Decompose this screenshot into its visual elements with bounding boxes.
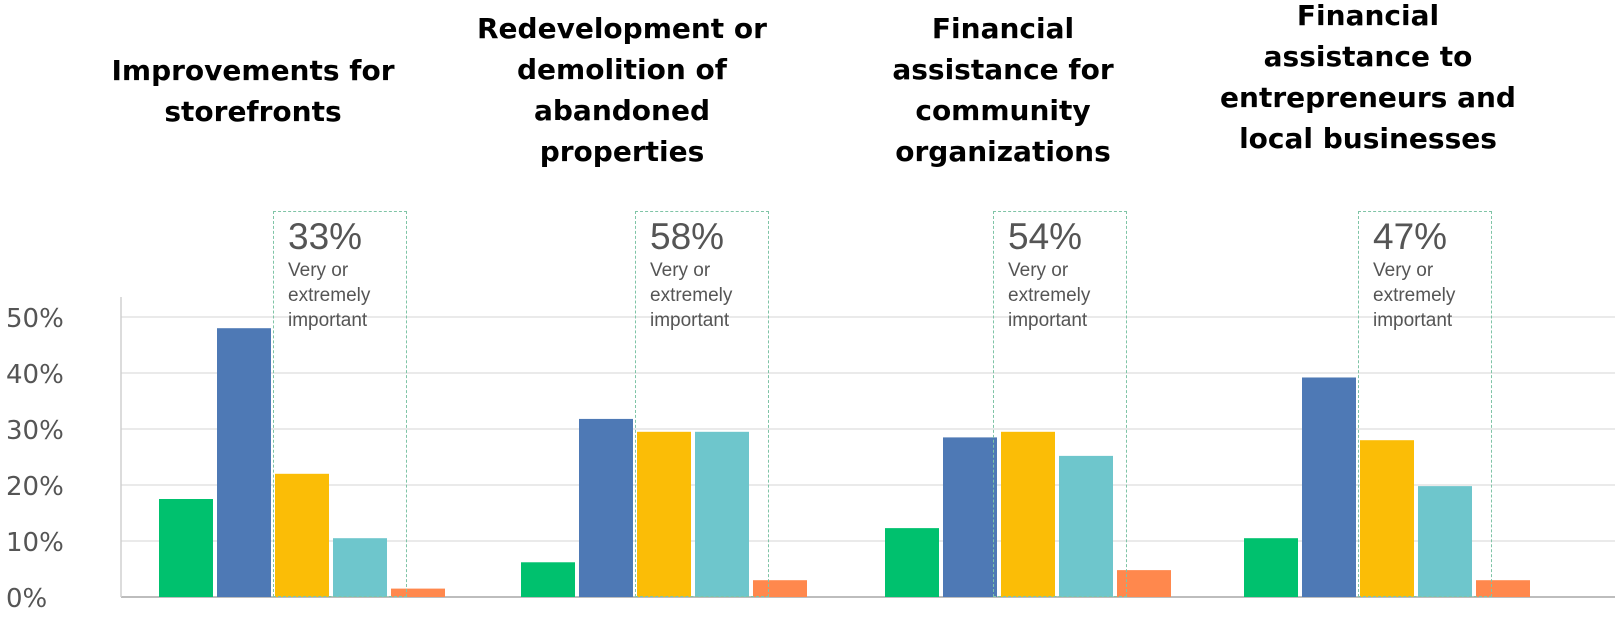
bar-group4-series5 bbox=[1476, 580, 1530, 597]
y-tick-label: 0% bbox=[6, 584, 47, 614]
bar-group3-series4 bbox=[1059, 455, 1113, 597]
y-tick-label: 40% bbox=[6, 360, 64, 390]
callout-box-entrepreneurs: 47% Very or extremely important bbox=[1358, 211, 1492, 597]
callout-percent: 47% bbox=[1373, 216, 1448, 257]
y-tick-label: 20% bbox=[6, 472, 64, 502]
bar-group1-series4 bbox=[333, 538, 387, 597]
callout-box-redevelopment: 58% Very or extremely important bbox=[635, 211, 769, 597]
callout-label: Very or extremely important bbox=[1008, 260, 1091, 331]
callout-label: Very or extremely important bbox=[650, 260, 733, 331]
group-title-redevelopment: Redevelopment or demolition of abandoned… bbox=[477, 12, 767, 168]
y-tick-label: 50% bbox=[6, 304, 64, 334]
callout-box-storefronts: 33% Very or extremely important bbox=[273, 211, 407, 597]
callout-box-community-organizations: 54% Very or extremely important bbox=[993, 211, 1127, 597]
group-title-entrepreneurs: Financial assistance to entrepreneurs an… bbox=[1220, 0, 1516, 155]
bar-group2-series3 bbox=[637, 431, 691, 597]
bar-group4-series3 bbox=[1360, 440, 1414, 597]
y-tick-label: 10% bbox=[6, 528, 64, 558]
callout-label: Very or extremely important bbox=[1373, 260, 1456, 331]
bar-group2-series2 bbox=[579, 418, 633, 597]
callout-label: Very or extremely important bbox=[288, 260, 371, 331]
bar-group3-series3 bbox=[1001, 431, 1055, 597]
bar-group2-series4 bbox=[695, 431, 749, 597]
bar-group2-series5 bbox=[753, 580, 807, 597]
bar-group4-series1 bbox=[1244, 538, 1298, 597]
bar-group2-series1 bbox=[521, 562, 575, 597]
bar-group3-series1 bbox=[885, 528, 939, 597]
callout-percent: 58% bbox=[650, 216, 725, 257]
bar-group3-series2 bbox=[943, 437, 997, 597]
callout-percent: 33% bbox=[288, 216, 363, 257]
bar-group1-series5 bbox=[391, 588, 445, 597]
bar-group4-series2 bbox=[1302, 377, 1356, 597]
callout-percent: 54% bbox=[1008, 216, 1083, 257]
group-title-storefronts: Improvements for storefronts bbox=[111, 54, 395, 128]
bar-group1-series3 bbox=[275, 473, 329, 597]
y-tick-label: 30% bbox=[6, 416, 64, 446]
bar-group1-series1 bbox=[159, 499, 213, 597]
group-title-community-organizations: Financial assistance for community organ… bbox=[892, 12, 1114, 168]
bar-group4-series4 bbox=[1418, 486, 1472, 597]
bar-group1-series2 bbox=[217, 328, 271, 597]
